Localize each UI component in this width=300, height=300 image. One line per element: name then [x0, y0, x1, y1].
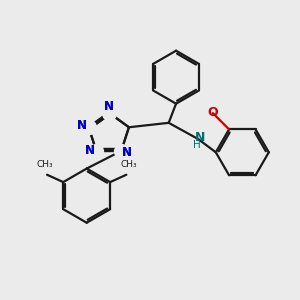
Text: N: N — [77, 119, 87, 132]
Text: N: N — [194, 131, 205, 144]
Text: O: O — [207, 106, 217, 119]
Text: N: N — [104, 100, 114, 113]
Text: N: N — [85, 145, 95, 158]
Text: H: H — [193, 140, 200, 150]
Text: N: N — [85, 145, 95, 158]
Text: N: N — [122, 146, 131, 159]
Text: CH₃: CH₃ — [36, 160, 53, 169]
Text: N: N — [122, 146, 132, 159]
Text: N: N — [77, 119, 87, 132]
Text: CH₃: CH₃ — [120, 160, 137, 169]
Text: N: N — [104, 100, 114, 113]
